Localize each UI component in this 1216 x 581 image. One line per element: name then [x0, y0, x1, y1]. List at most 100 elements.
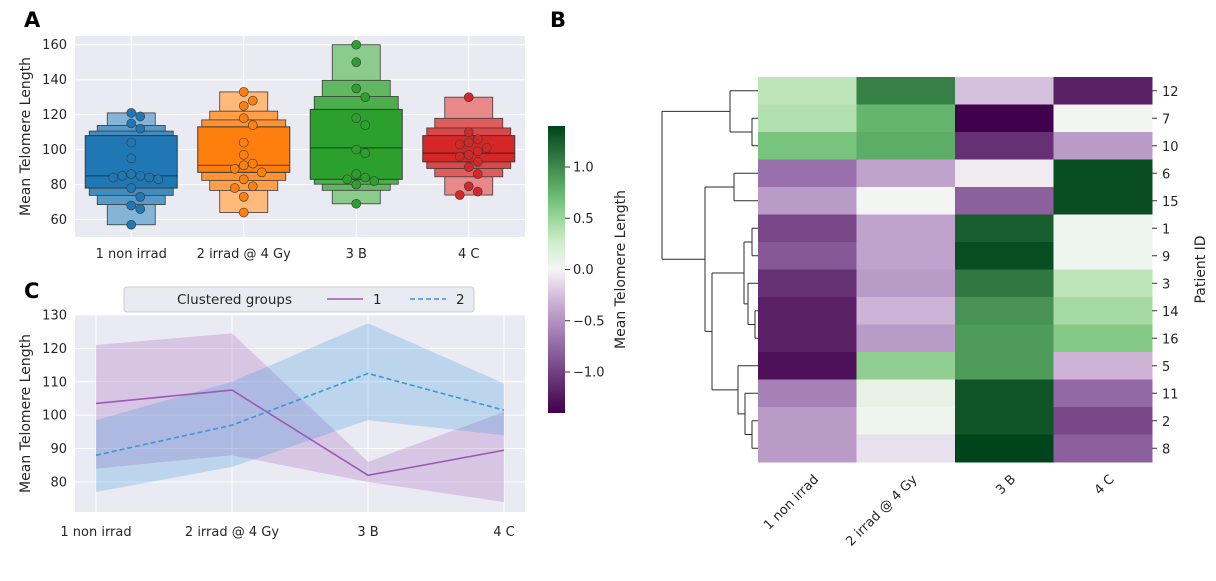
y-tick-label: 140 — [42, 73, 67, 88]
y-tick-label: 110 — [42, 375, 67, 390]
heatmap-cell — [758, 214, 857, 243]
data-point — [126, 153, 137, 164]
column-label: 4 C — [1092, 472, 1118, 498]
heatmap-cell — [955, 104, 1054, 133]
data-point — [351, 83, 362, 94]
x-tick-label: 4 C — [458, 247, 479, 262]
y-tick-label: 80 — [50, 178, 67, 193]
heatmap-cell — [856, 77, 956, 105]
y-tick-label: 120 — [42, 342, 67, 357]
panel-c-line-plot: 80 90 100 110 120 130 1 non irrad 2 irrad @ 4 G… — [18, 286, 525, 540]
row-label: 10 — [1162, 140, 1179, 155]
heatmap-cell — [1053, 352, 1153, 380]
data-point — [256, 167, 267, 178]
data-point — [238, 192, 249, 202]
heatmap-cell — [955, 434, 1054, 463]
legend-frame — [123, 286, 475, 313]
data-point — [238, 160, 249, 171]
heatmap-cell — [856, 269, 956, 298]
row-label: 14 — [1162, 305, 1179, 320]
data-point — [351, 39, 362, 50]
heatmap-cell — [955, 242, 1054, 270]
heatmap-cell — [758, 159, 857, 188]
heatmap-cell — [1053, 297, 1153, 325]
series-line-2 — [95, 372, 505, 457]
row-label: 3 — [1162, 277, 1170, 292]
data-point — [463, 162, 474, 172]
data-point — [144, 172, 155, 183]
data-point — [126, 169, 137, 179]
x-tick-label: 3 B — [357, 525, 378, 540]
heatmap-cell — [856, 187, 956, 215]
data-point — [126, 137, 137, 148]
data-point — [238, 101, 249, 111]
letter-value-box — [88, 130, 174, 137]
data-point — [351, 144, 362, 155]
heatmap-cell — [1053, 187, 1153, 215]
x-tick-label: 2 irrad @ 4 Gy — [185, 525, 279, 540]
data-point — [135, 111, 146, 122]
series-line-1 — [95, 389, 505, 477]
data-point — [351, 57, 362, 68]
heatmap-cell — [955, 159, 1054, 188]
heatmap-cell — [955, 352, 1054, 380]
data-point — [481, 143, 492, 153]
heatmap-cell — [758, 242, 857, 270]
heatmap-cell — [856, 132, 956, 160]
data-point — [238, 174, 249, 185]
heatmap-cell — [856, 379, 956, 408]
data-point — [351, 169, 362, 179]
colorbar-label: Mean Telomere Length — [613, 190, 629, 349]
row-label: 12 — [1162, 85, 1179, 100]
colorbar-tick-label: 0.5 — [573, 212, 594, 227]
heatmap-cell — [955, 77, 1054, 105]
heatmap-cell — [1053, 379, 1153, 408]
row-label: 1 — [1162, 222, 1170, 237]
heatmap-cell — [955, 269, 1054, 298]
data-point — [463, 92, 474, 102]
y-tick-label: 100 — [42, 409, 67, 424]
heatmap-cell — [758, 379, 857, 408]
heatmap-cell — [1053, 434, 1153, 463]
heatmap-cell — [758, 269, 857, 298]
heatmap-cell — [955, 379, 1054, 408]
colorbar-tick-label: 1.0 — [573, 161, 594, 176]
y-tick-label: 120 — [42, 108, 67, 123]
data-point — [247, 181, 258, 192]
row-label: 11 — [1162, 387, 1179, 402]
panel-letter-a: A — [24, 8, 41, 32]
data-point — [454, 151, 465, 162]
row-label: 9 — [1162, 250, 1170, 265]
heatmap-cell — [955, 324, 1054, 353]
colorbar — [548, 126, 565, 413]
colorbar-tick-label: 0.0 — [573, 263, 594, 278]
x-tick-label: 1 non irrad — [96, 247, 167, 262]
heatmap-cell — [856, 434, 956, 463]
row-label: 16 — [1162, 332, 1179, 347]
row-label: 5 — [1162, 360, 1170, 375]
data-point — [238, 113, 249, 123]
heatmap-cell — [856, 407, 956, 435]
heatmap-cell — [955, 297, 1054, 325]
data-point — [463, 181, 474, 192]
data-point — [126, 200, 137, 211]
heatmap-cell — [1053, 324, 1153, 353]
data-point — [117, 171, 128, 181]
column-label: 2 irrad @ 4 Gy — [843, 472, 920, 549]
heatmap-cell — [1053, 407, 1153, 435]
heatmap-cell — [758, 187, 857, 215]
data-point — [351, 198, 362, 209]
data-point — [135, 204, 146, 214]
x-tick-label: 1 non irrad — [60, 525, 131, 540]
data-point — [108, 172, 119, 183]
legend-label-2: 2 — [456, 292, 465, 308]
y-tick-label: 130 — [42, 309, 67, 324]
data-point — [360, 148, 371, 158]
data-point — [229, 164, 240, 174]
heatmap-cell — [1053, 104, 1153, 133]
data-point — [472, 134, 483, 144]
heatmap-cell — [1053, 132, 1153, 160]
data-point — [360, 92, 371, 102]
column-label: 1 non irrad — [761, 472, 822, 533]
data-point — [135, 123, 146, 134]
